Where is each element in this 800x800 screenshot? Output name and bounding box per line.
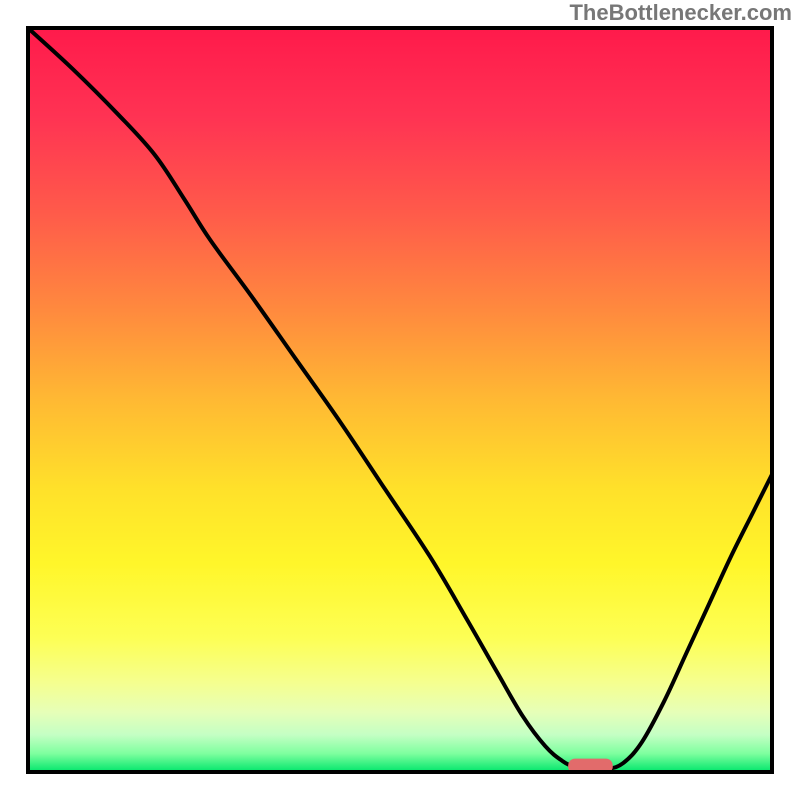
chart-svg bbox=[0, 0, 800, 800]
watermark-text: TheBottlenecker.com bbox=[569, 0, 792, 26]
bottleneck-chart: TheBottlenecker.com bbox=[0, 0, 800, 800]
